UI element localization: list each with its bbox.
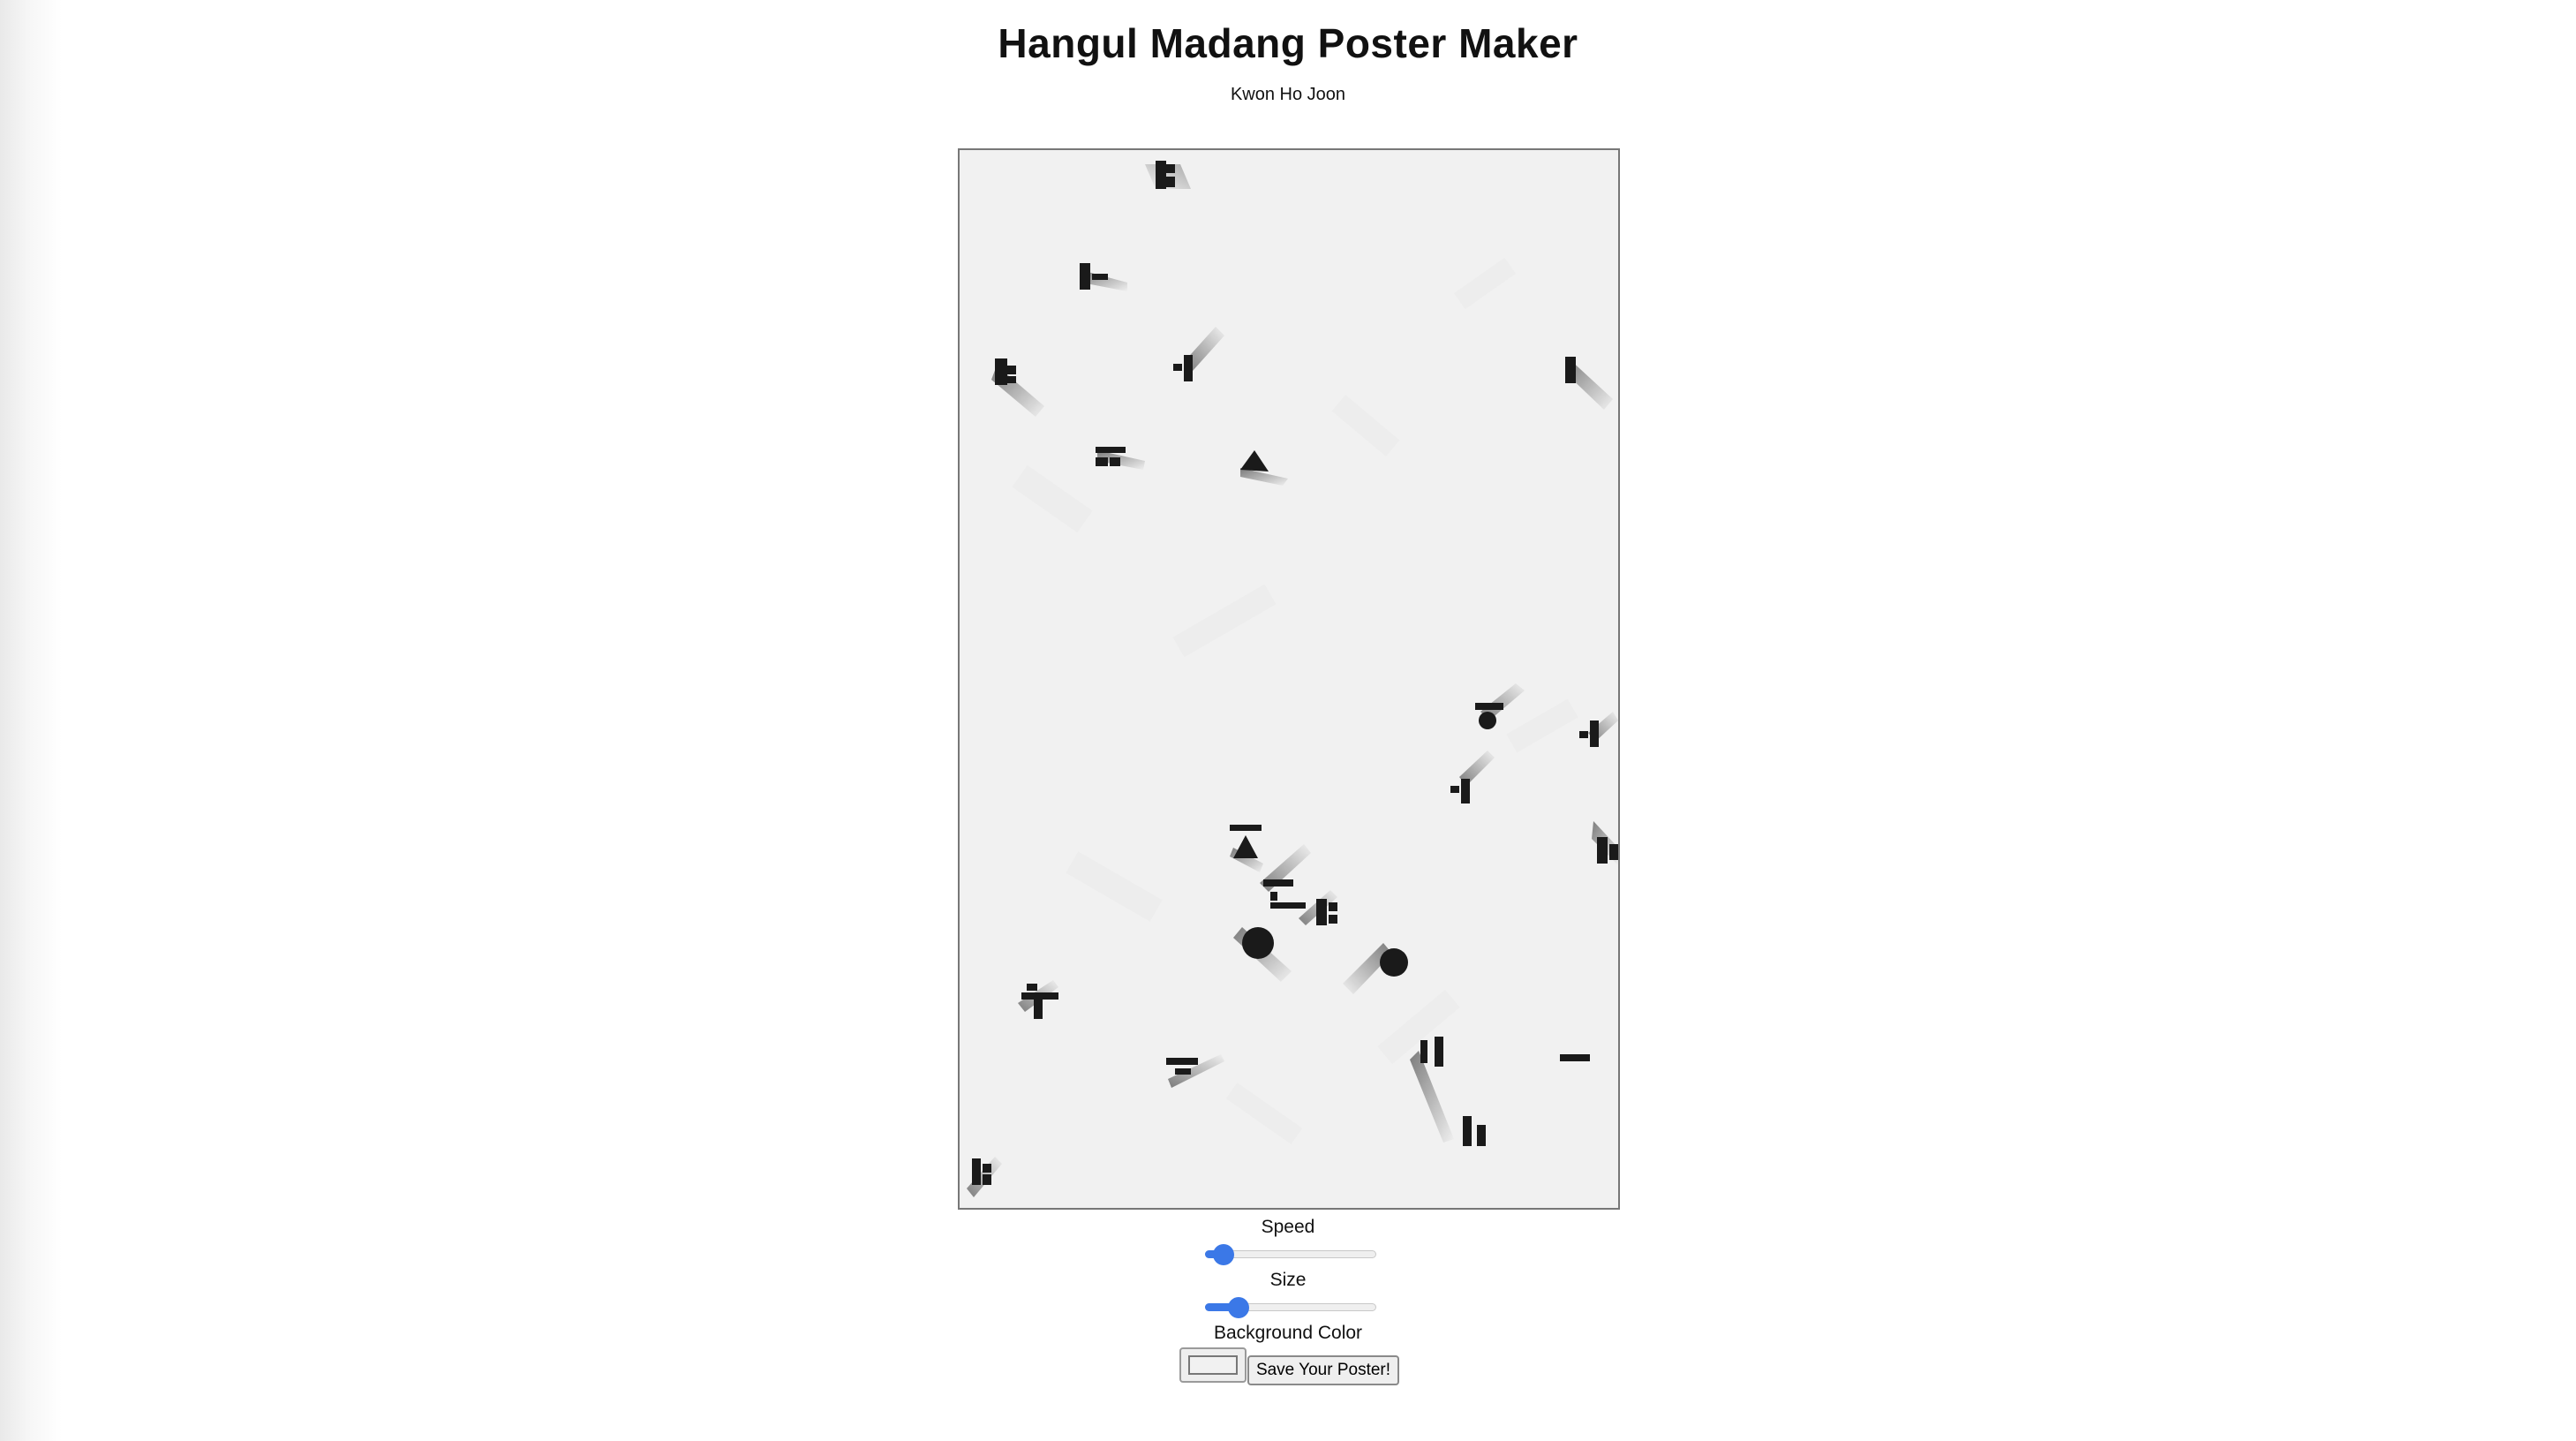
poster-canvas[interactable] xyxy=(958,148,1620,1210)
size-slider-fill xyxy=(1205,1303,1239,1311)
glyph xyxy=(1145,161,1191,189)
window-edge-shadow xyxy=(0,0,62,1441)
size-slider-thumb[interactable] xyxy=(1227,1297,1249,1318)
page-title: Hangul Madang Poster Maker xyxy=(998,20,1578,66)
background-texture xyxy=(1012,257,1578,1144)
background-color-swatch xyxy=(1188,1355,1238,1375)
author-name: Kwon Ho Joon xyxy=(1230,85,1346,104)
speed-slider[interactable] xyxy=(1205,1241,1376,1266)
poster-artwork xyxy=(967,161,1618,1197)
hangul-glyphs xyxy=(967,161,1618,1197)
speed-slider-thumb[interactable] xyxy=(1212,1244,1234,1265)
save-poster-button[interactable]: Save Your Poster! xyxy=(1247,1355,1399,1385)
size-label: Size xyxy=(1269,1270,1307,1290)
size-slider[interactable] xyxy=(1205,1294,1376,1319)
speed-label: Speed xyxy=(1261,1217,1315,1237)
background-color-picker[interactable] xyxy=(1179,1347,1247,1383)
background-color-label: Background Color xyxy=(1213,1323,1363,1343)
